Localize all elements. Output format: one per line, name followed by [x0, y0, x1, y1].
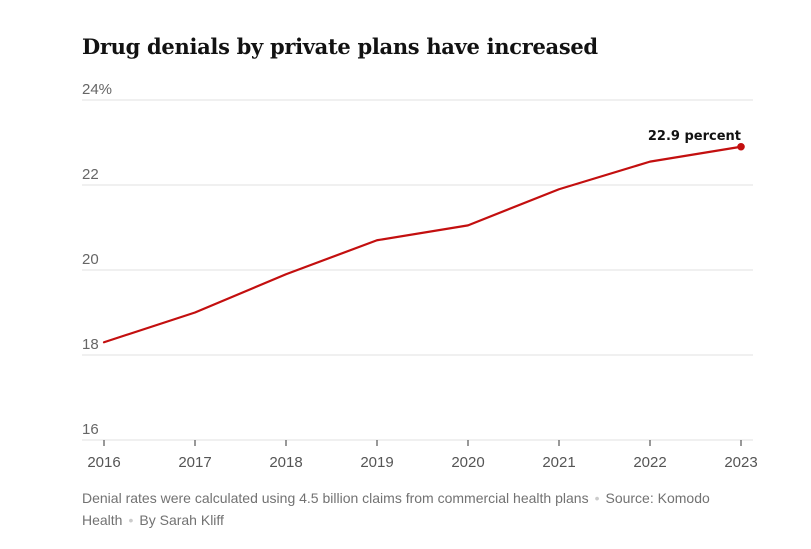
x-tick-label: 2023: [724, 454, 757, 471]
methodology-note: Denial rates were calculated using 4.5 b…: [82, 490, 589, 506]
x-axis: [82, 439, 753, 446]
separator-dot: •: [594, 490, 600, 506]
series-line: [102, 145, 743, 344]
x-tick-label: 2016: [87, 454, 120, 471]
y-tick-label: 18: [82, 336, 99, 353]
chart-footer: Denial rates were calculated using 4.5 b…: [82, 487, 742, 531]
separator-dot: •: [128, 512, 134, 528]
chart-title: Drug denials by private plans have incre…: [82, 34, 598, 59]
y-tick-label: 16: [82, 421, 99, 438]
gridlines: [82, 99, 753, 356]
x-tick-label: 2018: [269, 454, 302, 471]
x-tick-label: 2017: [178, 454, 211, 471]
endpoint-annotation: 22.9 percent: [648, 129, 741, 144]
source-credit: Source: Komodo Health: [82, 490, 710, 528]
x-tick-label: 2022: [633, 454, 666, 471]
x-tick-label: 2019: [360, 454, 393, 471]
series-layer: [102, 142, 745, 344]
y-tick-label: 22: [82, 166, 99, 183]
byline: By Sarah Kliff: [139, 512, 224, 528]
x-tick-label: 2021: [542, 454, 575, 471]
x-tick-label: 2020: [451, 454, 484, 471]
y-tick-label: 24%: [82, 81, 112, 98]
y-tick-label: 20: [82, 251, 99, 268]
endpoint-marker: [737, 142, 745, 151]
